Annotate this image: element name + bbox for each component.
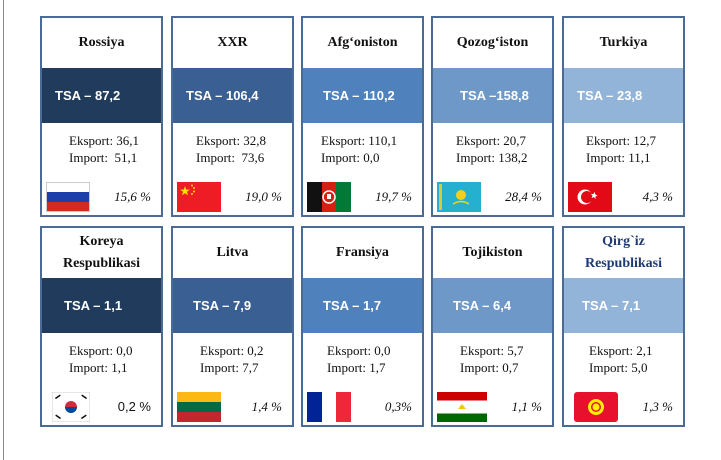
south-korea-flag [52,392,90,422]
share-percent: 4,3 % [642,189,673,204]
share-percent: 15,6 % [114,189,151,204]
afghanistan-flag [307,182,351,212]
share-percent: 0,2 % [117,399,151,414]
import-value: Import: 51,1 [69,150,138,165]
share-percent: 1,4 % [251,399,282,414]
country-name: Qozog‘iston [456,35,529,50]
import-value: Import: 7,7 [200,360,259,375]
france-flag [307,392,351,422]
share-percent: 28,4 % [505,189,542,204]
import-value: Import: 0,7 [460,360,519,375]
export-value: Eksport: 0,0 [327,343,391,358]
tajikistan-flag [437,392,487,422]
tsa-band: TSA – 6,4 [433,278,552,333]
lithuania-flag [177,392,221,422]
export-value: Eksport: 110,1 [321,133,398,148]
import-value: Import: 0,0 [321,150,380,165]
country-name: Litva [216,245,249,260]
tsa-band: TSA – 106,4 [173,68,292,123]
country-card-kyrgyzstan: Qirg`iz Respublikasi TSA – 7,1 Eksport: … [562,226,685,427]
share-percent: 19,7 % [375,189,412,204]
kazakhstan-flag [437,182,481,212]
country-name: Rossiya [78,35,125,50]
country-card-tajikistan: Tojikiston TSA – 6,4 Eksport: 5,7 Import… [431,226,554,427]
tsa-band: TSA – 7,1 [564,278,683,333]
share-percent: 19,0 % [245,189,282,204]
country-card-afghanistan: Afg‘oniston TSA – 110,2 Eksport: 110,1 I… [301,16,424,217]
kyrgyzstan-flag [574,392,618,422]
country-name-line1: Koreya [79,234,124,249]
tsa-band: TSA – 23,8 [564,68,683,123]
share-percent: 1,3 % [642,399,673,414]
russia-flag [46,182,90,212]
export-value: Eksport: 32,8 [196,133,267,148]
country-card-turkey: Turkiya TSA – 23,8 Eksport: 12,7 Import:… [562,16,685,217]
turkey-flag [568,182,612,212]
tsa-band: TSA – 1,1 [42,278,161,333]
country-name: Koreya Respublikasi [42,228,161,278]
tsa-band: TSA –158,8 [433,68,552,123]
country-name: Turkiya [599,35,648,50]
country-card-france: Fransiya TSA – 1,7 Eksport: 0,0 Import: … [301,226,424,427]
tsa-band: TSA – 87,2 [42,68,161,123]
export-value: Eksport: 5,7 [460,343,524,358]
export-value: Eksport: 20,7 [456,133,527,148]
import-value: Import: 138,2 [456,150,528,165]
export-value: Eksport: 2,1 [589,343,653,358]
country-card-russia: Rossiya TSA – 87,2 Eksport: 36,1 Import:… [40,16,163,217]
country-name-line2: Respublikasi [62,256,141,271]
export-value: Eksport: 12,7 [586,133,657,148]
export-value: Eksport: 0,0 [69,343,133,358]
tsa-band: TSA – 110,2 [303,68,422,123]
import-value: Import: 5,0 [589,360,648,375]
tsa-band: TSA – 7,9 [173,278,292,333]
country-card-south-korea: Koreya Respublikasi TSA – 1,1 Eksport: 0… [40,226,163,427]
country-name-line2: Respublikasi [584,256,663,271]
tsa-band: TSA – 1,7 [303,278,422,333]
country-name: Qirg`iz Respublikasi [564,228,683,278]
country-name: Fransiya [336,245,389,260]
import-value: Import: 1,7 [327,360,386,375]
import-value: Import: 1,1 [69,360,128,375]
country-card-lithuania: Litva TSA – 7,9 Eksport: 0,2 Import: 7,7… [171,226,294,427]
country-name: Tojikiston [462,245,523,260]
country-name: Afg‘oniston [327,35,398,50]
left-edge-line [3,0,4,460]
import-value: Import: 11,1 [586,150,651,165]
country-name: XXR [217,35,248,50]
country-card-china: XXR TSA – 106,4 Eksport: 32,8 Import: 73… [171,16,294,217]
export-value: Eksport: 0,2 [200,343,264,358]
china-flag [177,182,221,212]
import-value: Import: 73,6 [196,150,265,165]
share-percent: 0,3% [384,399,412,414]
share-percent: 1,1 % [511,399,542,414]
country-card-kazakhstan: Qozog‘iston TSA –158,8 Eksport: 20,7 Imp… [431,16,554,217]
export-value: Eksport: 36,1 [69,133,140,148]
country-name-line1: Qirg`iz [602,234,645,249]
